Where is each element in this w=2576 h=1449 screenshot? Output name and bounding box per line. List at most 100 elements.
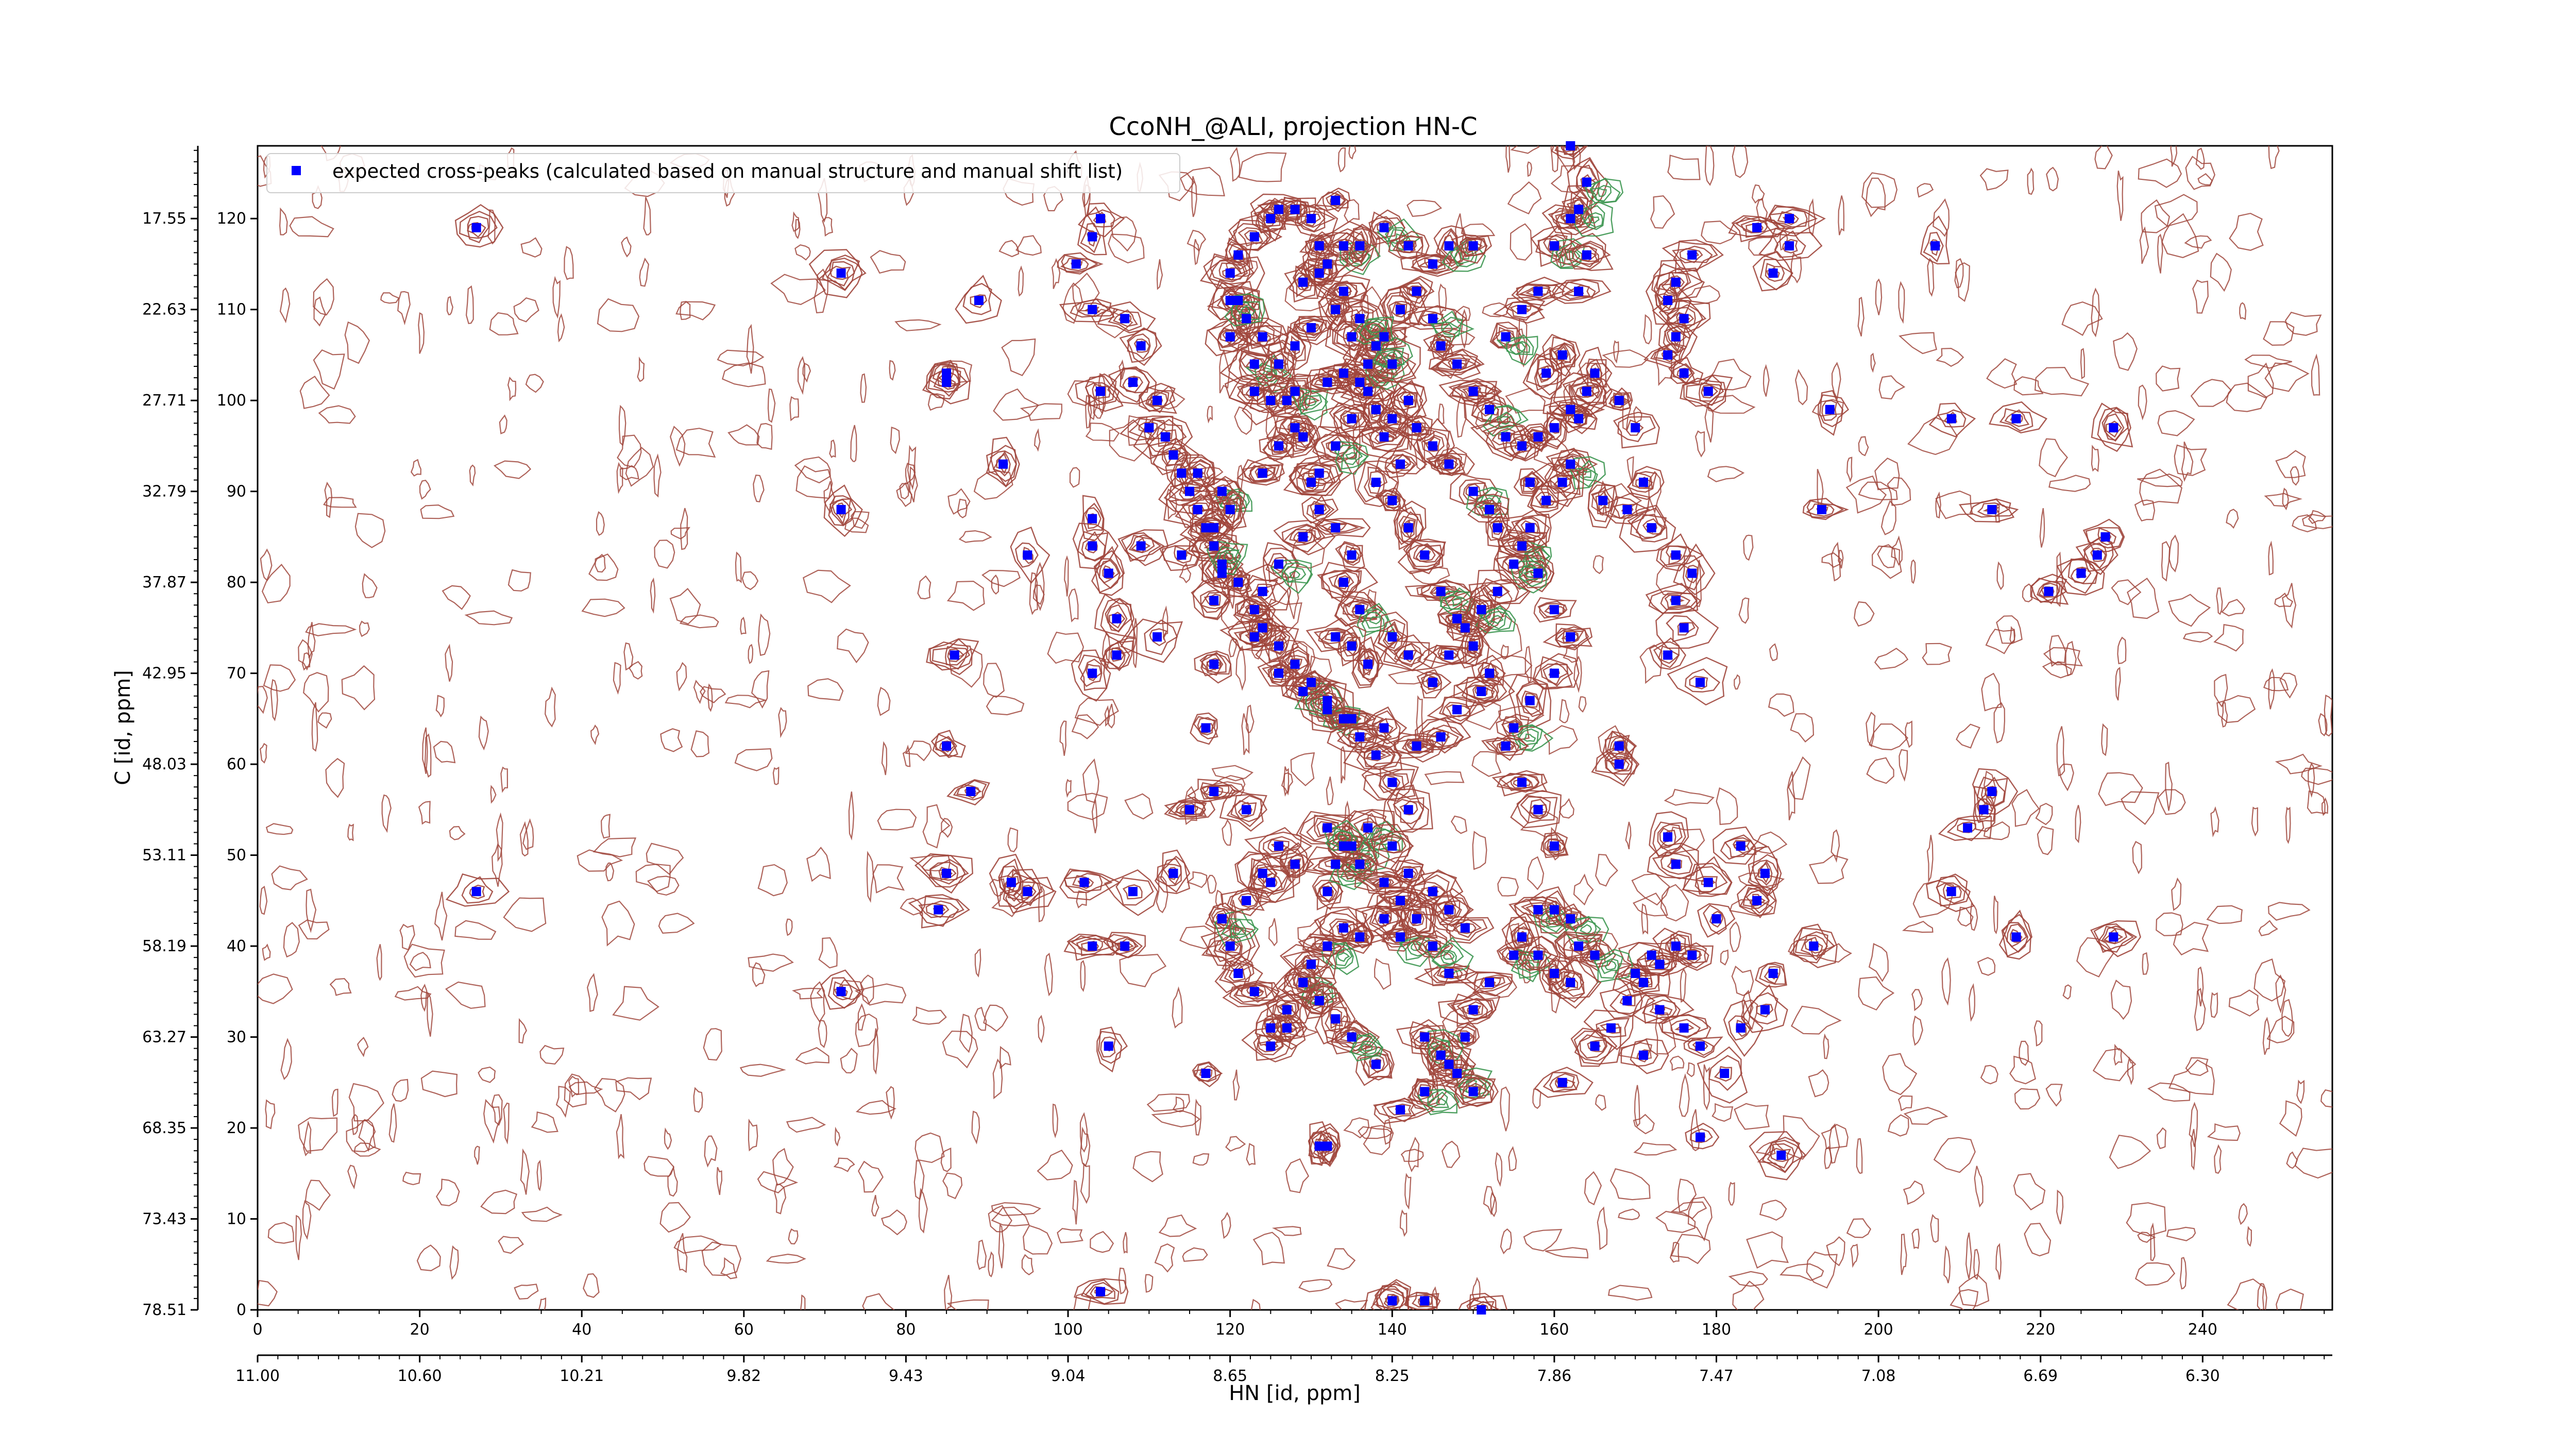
noise-contour [409,952,431,971]
expected-peak-marker [1274,641,1283,651]
noise-contour [2056,1189,2064,1224]
noise-contour [1595,854,1618,887]
noise-contour [1741,989,1754,1025]
peak-contour [1115,877,1154,906]
peak-contour [1230,795,1263,822]
peak-contour [1480,662,1499,682]
expected-peak-marker [1128,377,1138,387]
peak-contour [1092,383,1111,400]
peak-contour [921,855,966,894]
peak-contour [1226,794,1267,828]
negative-contour [1546,912,1563,928]
expected-peak-marker [1201,723,1211,733]
noise-contour [1983,821,2010,840]
peak-contour [1375,450,1428,475]
peak-contour [1666,937,1683,955]
noise-contour [1655,1012,1676,1055]
noise-contour [2126,1202,2166,1237]
noise-contour [707,683,713,712]
noise-contour [1759,1200,1787,1221]
negative-contour [1426,936,1474,974]
expected-peak-marker [1566,632,1575,642]
noise-contour [2110,980,2132,1020]
expected-peak-marker [1403,523,1413,533]
noise-contour [1146,1093,1191,1112]
noise-contour [397,291,411,326]
expected-peak-marker [1468,486,1478,496]
noise-contour [1728,1271,1768,1287]
expected-peak-marker [1290,341,1300,351]
noise-contour [643,1156,675,1177]
peak-contour [1667,307,1696,326]
noise-contour [1858,436,1869,457]
noise-contour [1899,749,1908,782]
noise-contour [2091,445,2099,473]
noise-contour [2045,1084,2063,1107]
noise-contour [1124,793,1154,820]
expected-peak-marker [1420,550,1430,560]
noise-contour [948,648,983,688]
noise-contour [2302,514,2332,529]
noise-contour [2307,790,2326,815]
peak-contour [1379,399,1410,440]
peak-contour [1670,357,1704,385]
y-index-tick-label: 10 [227,1210,246,1228]
expected-peak-marker [1136,541,1146,551]
noise-contour [1450,815,1468,834]
expected-peak-marker [1387,414,1397,424]
noise-contour [2115,666,2121,701]
peak-contour [1926,873,1975,912]
expected-peak-marker [1525,696,1535,705]
noise-contour [757,864,788,897]
noise-contour [837,628,869,664]
peak-contour [1458,1295,1508,1310]
peak-contour [1117,529,1169,566]
peak-contour [1560,405,1598,433]
expected-peak-marker [1428,314,1437,324]
noise-contour [2094,146,2113,170]
peak-contour [1416,717,1471,751]
peak-contour [1689,1128,1713,1143]
noise-contour [588,553,619,581]
expected-peak-marker [1590,368,1600,378]
peak-contour [1550,342,1577,365]
peak-contour [1946,818,1985,841]
noise-contour [1080,1162,1090,1204]
noise-contour [1762,364,1770,397]
noise-contour [1900,1234,1907,1275]
negative-contour [1444,594,1469,610]
noise-contour [1943,1245,1951,1284]
peak-contour [1369,336,1383,355]
peak-contour [1976,777,2008,807]
expected-peak-marker [1144,423,1154,433]
peak-contour [1609,988,1643,1015]
noise-contour [2139,468,2183,506]
noise-contour [1172,986,1183,1029]
noise-contour [628,661,643,680]
noise-contour [1808,198,1816,237]
negative-contour [1490,615,1504,625]
expected-peak-marker [1517,778,1527,787]
peak-contour [1234,800,1257,820]
expected-peak-marker [1153,632,1162,642]
peak-contour [1111,936,1137,955]
peak-contour [1546,900,1561,920]
negative-contour [1512,724,1554,752]
expected-peak-marker [1323,696,1332,705]
peak-contour [1685,1122,1720,1150]
peak-contour [1190,712,1218,745]
noise-contour [2011,789,2040,827]
noise-contour [858,1160,884,1193]
negative-contour [1431,942,1464,968]
peak-contour [1534,353,1563,391]
peak-contour [459,211,498,239]
noise-contour [376,944,382,981]
negative-contour [1518,958,1539,974]
peak-contour [1672,363,1695,384]
peak-contour [454,204,504,248]
expected-peak-marker [1817,504,1826,514]
peak-contour [2070,566,2092,584]
negative-contour [1230,919,1247,938]
peak-contour [1404,579,1472,605]
negative-contour [1368,324,1381,333]
